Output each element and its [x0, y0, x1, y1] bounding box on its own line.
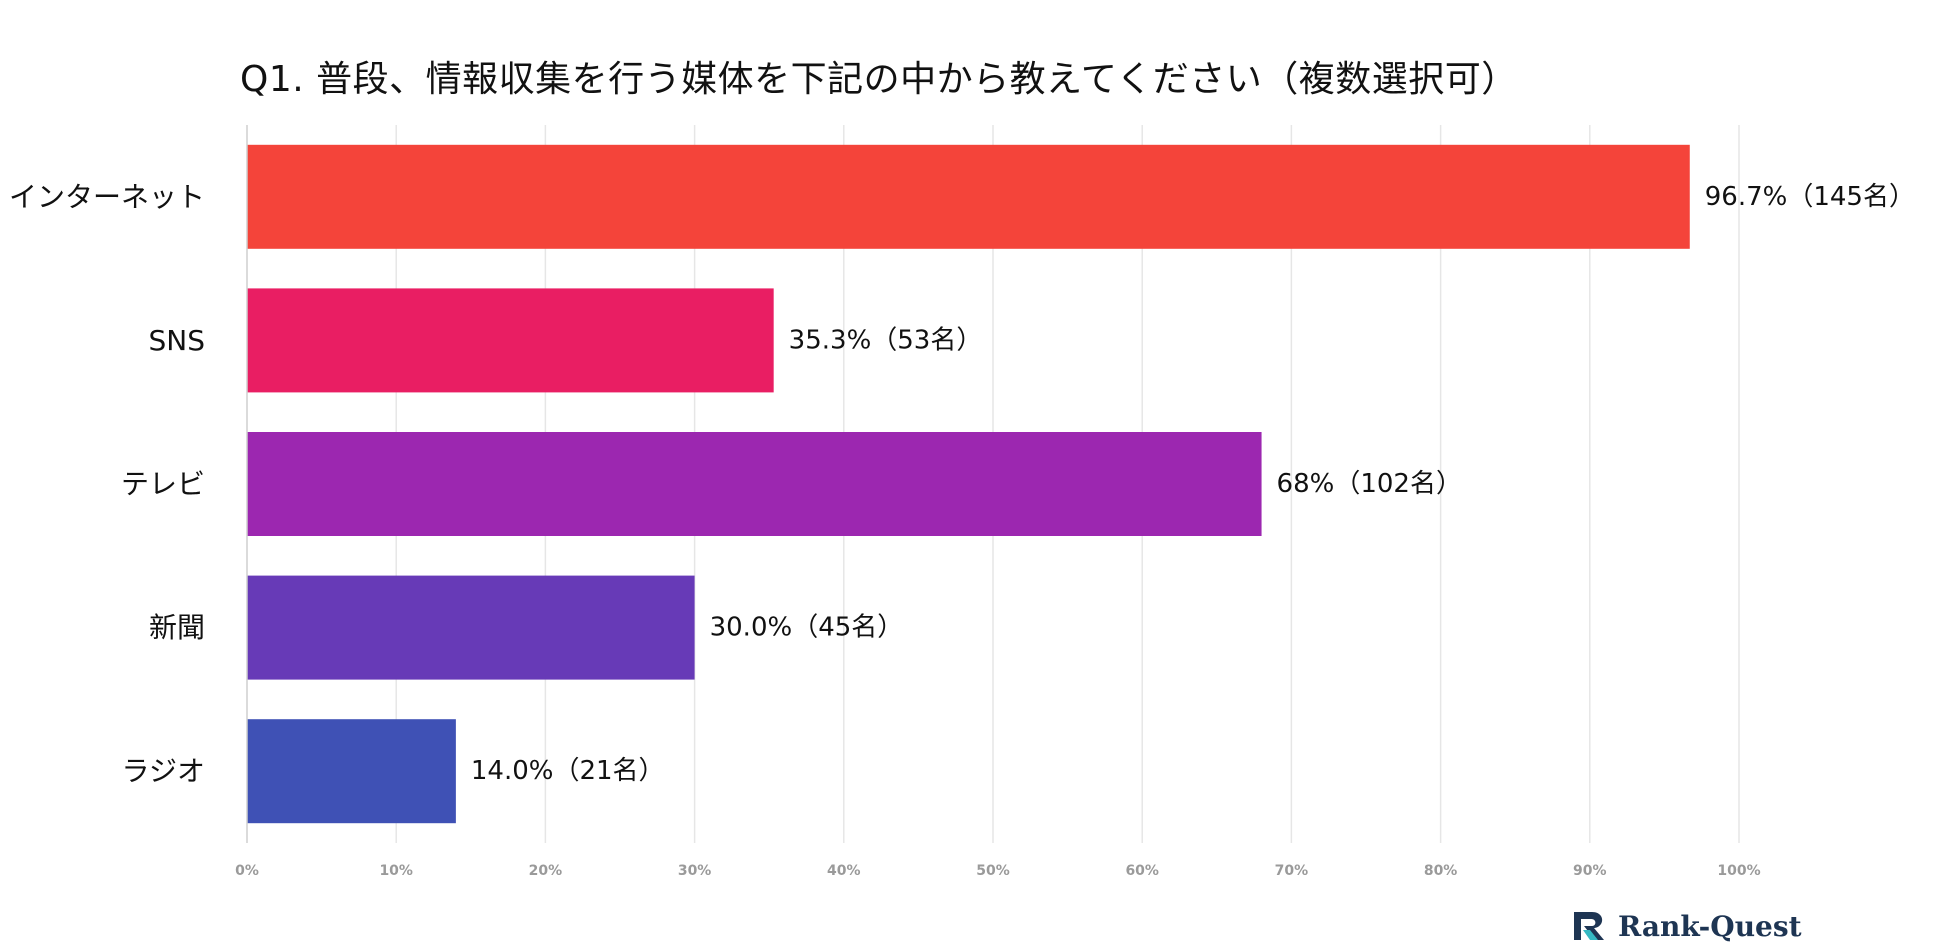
x-tick-label: 90% [1573, 863, 1607, 879]
brand-name: Rank-Quest [1618, 909, 1802, 943]
category-label: インターネット [9, 180, 205, 213]
x-tick-label: 50% [976, 863, 1010, 879]
bar [247, 288, 774, 393]
x-tick-label: 10% [379, 863, 413, 879]
category-label: ラジオ [122, 755, 205, 788]
brand-logo: Rank-Quest [1570, 908, 1802, 944]
x-tick-label: 0% [235, 863, 259, 879]
x-tick-label: 30% [678, 863, 712, 879]
data-label: 14.0%（21名） [471, 756, 665, 786]
x-tick-label: 40% [827, 863, 861, 879]
bar [247, 575, 695, 680]
x-tick-label: 20% [529, 863, 563, 879]
category-label: 新聞 [149, 611, 205, 644]
value-labels: 96.7%（145名） 35.3%（53名） 68%（102名） 30.0%（45名）… [471, 182, 1915, 786]
x-tick-label: 70% [1275, 863, 1309, 879]
data-label: 30.0%（45名） [710, 613, 904, 643]
x-axis-ticks: 0% 10% 20% 30% 40% 50% 60% 70% 80% 90% 100% [235, 863, 1761, 879]
chart-title: Q1. 普段、情報収集を行う媒体を下記の中から教えてください（複数選択可） [240, 59, 1518, 100]
data-label: 68%（102名） [1277, 469, 1462, 499]
x-tick-label: 80% [1424, 863, 1458, 879]
x-tick-label: 60% [1125, 863, 1159, 879]
bars [247, 144, 1690, 824]
category-label: テレビ [121, 468, 205, 501]
bar [247, 719, 456, 824]
bar [247, 432, 1262, 536]
data-label: 35.3%（53名） [789, 325, 983, 355]
data-label: 96.7%（145名） [1705, 182, 1915, 212]
rank-quest-logo-icon [1574, 912, 1604, 940]
category-label: SNS [149, 324, 206, 357]
bar [247, 144, 1690, 249]
x-tick-label: 100% [1717, 863, 1760, 879]
